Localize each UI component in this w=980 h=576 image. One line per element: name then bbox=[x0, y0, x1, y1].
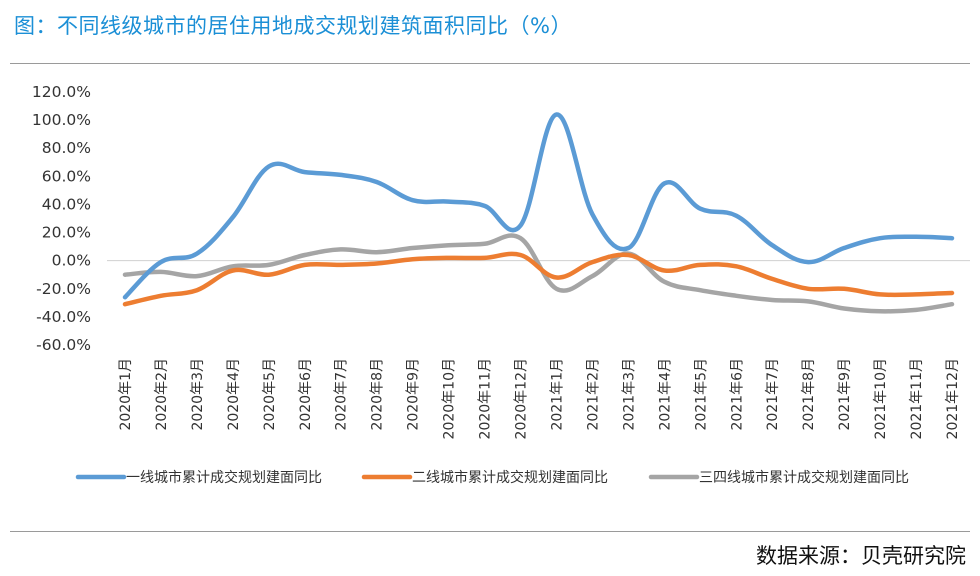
x-tick-label: 2021年1月 bbox=[549, 358, 565, 431]
chart-title: 图：不同线级城市的居住用地成交规划建筑面积同比（%） bbox=[14, 14, 572, 38]
x-tick-label: 2020年3月 bbox=[190, 358, 206, 431]
x-tick-label: 2020年12月 bbox=[514, 358, 530, 439]
bottom-divider bbox=[10, 531, 970, 532]
x-tick-label: 2020年7月 bbox=[334, 358, 350, 431]
x-axis: 2020年1月 2020年2月 2020年3月 2020年4月 2020年5月 2020年… bbox=[118, 358, 961, 439]
x-tick-label: 2021年4月 bbox=[657, 358, 673, 431]
x-tick-label: 2021年11月 bbox=[909, 358, 925, 439]
source-note: 数据来源：贝壳研究院 bbox=[756, 544, 966, 568]
chart-area: 120.0% 100.0% 80.0% 60.0% 40.0% 20.0% 0.0% -20.… bbox=[32, 83, 970, 486]
x-tick-label: 2021年9月 bbox=[837, 358, 853, 431]
series-lines bbox=[122, 112, 955, 314]
x-tick-label: 2020年6月 bbox=[298, 358, 314, 431]
legend-label: 二线城市累计成交规划建面同比 bbox=[412, 469, 608, 486]
x-tick-label: 2021年3月 bbox=[621, 358, 637, 431]
y-tick-label: 40.0% bbox=[42, 195, 91, 213]
y-tick-label: 100.0% bbox=[32, 111, 91, 129]
y-tick-label: 0.0% bbox=[52, 252, 91, 270]
x-tick-label: 2020年2月 bbox=[154, 358, 170, 431]
y-tick-label: 20.0% bbox=[42, 224, 91, 242]
x-tick-label: 2021年8月 bbox=[801, 358, 817, 431]
y-tick-label: 60.0% bbox=[42, 167, 91, 185]
series-line-2 bbox=[122, 251, 955, 307]
series-line-3 bbox=[122, 233, 955, 314]
y-axis: 120.0% 100.0% 80.0% 60.0% 40.0% 20.0% 0.0% -20.… bbox=[32, 83, 91, 354]
x-tick-label: 2021年6月 bbox=[729, 358, 745, 431]
legend: 一线城市累计成交规划建面同比 二线城市累计成交规划建面同比 三四线城市累计成交规划建… bbox=[75, 469, 909, 486]
x-tick-label: 2020年8月 bbox=[370, 358, 386, 431]
series-line-1 bbox=[122, 112, 955, 300]
x-tick-label: 2021年2月 bbox=[585, 358, 601, 431]
y-tick-label: -60.0% bbox=[36, 336, 91, 354]
y-tick-label: 120.0% bbox=[32, 83, 91, 101]
x-tick-label: 2021年7月 bbox=[765, 358, 781, 431]
legend-label: 一线城市累计成交规划建面同比 bbox=[126, 469, 322, 486]
x-tick-label: 2020年10月 bbox=[442, 358, 458, 439]
x-tick-label: 2021年10月 bbox=[873, 358, 889, 439]
y-tick-label: -20.0% bbox=[36, 280, 91, 298]
x-tick-label: 2021年5月 bbox=[693, 358, 709, 431]
x-tick-label: 2020年1月 bbox=[118, 358, 134, 431]
x-tick-label: 2020年4月 bbox=[226, 358, 242, 431]
y-tick-label: -40.0% bbox=[36, 308, 91, 326]
x-tick-label: 2021年12月 bbox=[945, 358, 961, 439]
x-tick-label: 2020年9月 bbox=[406, 358, 422, 431]
x-tick-label: 2020年5月 bbox=[262, 358, 278, 431]
x-tick-label: 2020年11月 bbox=[478, 358, 494, 439]
y-tick-label: 80.0% bbox=[42, 139, 91, 157]
legend-label: 三四线城市累计成交规划建面同比 bbox=[699, 469, 909, 486]
top-divider bbox=[10, 63, 970, 64]
